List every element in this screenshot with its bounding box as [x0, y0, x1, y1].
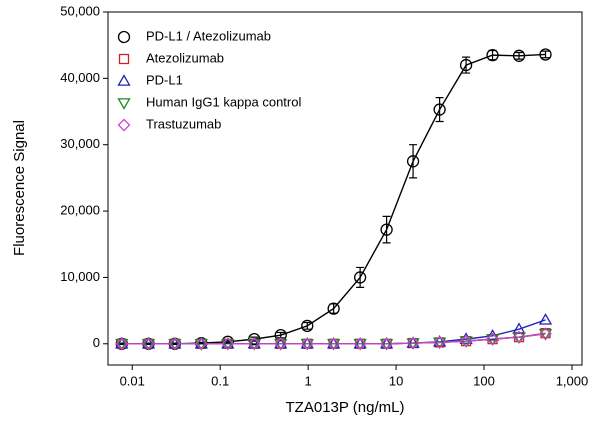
data-point [539, 327, 552, 341]
legend-label: PD-L1 [146, 72, 183, 87]
data-point [327, 338, 341, 351]
x-tick-label: 1 [305, 373, 312, 388]
y-tick-label: 30,000 [60, 136, 100, 151]
data-point [406, 336, 420, 350]
legend-label: PD-L1 / Atezolizumab [146, 28, 271, 43]
data-point [459, 334, 473, 348]
x-tick-label: 100 [473, 373, 495, 388]
data-point [379, 338, 394, 351]
data-point [194, 337, 208, 351]
legend-label: Trastuzumab [146, 116, 221, 131]
data-point [142, 337, 155, 351]
legend-marker [117, 118, 131, 132]
data-point [301, 319, 314, 333]
data-point [327, 302, 340, 315]
data-point [194, 338, 208, 351]
legend-label: Human IgG1 kappa control [146, 94, 301, 109]
data-point [274, 336, 288, 349]
data-point [379, 336, 394, 349]
y-tick-label: 50,000 [60, 3, 100, 18]
fit-line [121, 333, 546, 345]
data-point [221, 338, 235, 351]
data-point [380, 223, 393, 236]
data-point [406, 336, 420, 348]
legend-marker [117, 30, 131, 44]
data-point [539, 48, 552, 61]
y-tick-label: 0 [93, 335, 100, 350]
data-point [433, 103, 446, 116]
legend-marker [117, 98, 131, 110]
data-point [512, 332, 526, 344]
error-bar [541, 50, 550, 59]
data-point [168, 336, 182, 349]
data-point [221, 337, 235, 351]
data-point [300, 337, 314, 351]
data-point [168, 338, 182, 351]
y-tick-label: 10,000 [60, 269, 100, 284]
data-point [406, 338, 420, 350]
x-axis-label: TZA013P (ng/mL) [286, 399, 405, 416]
data-point [168, 337, 182, 351]
data-point [486, 332, 499, 346]
data-point [274, 338, 288, 351]
legend-marker [117, 74, 131, 86]
data-point [141, 336, 156, 349]
data-point [274, 337, 288, 351]
x-tick-label: 0.01 [120, 373, 145, 388]
error-bar [382, 215, 391, 244]
data-point [141, 338, 156, 351]
legend-marker [118, 53, 130, 65]
data-point [512, 330, 526, 344]
error-bar [356, 266, 365, 288]
data-point [353, 336, 367, 349]
data-point [353, 337, 367, 351]
data-point [380, 337, 394, 351]
data-point [433, 336, 447, 349]
data-point [327, 337, 341, 351]
error-bar [515, 51, 524, 60]
data-point [485, 334, 500, 346]
y-axis-label: Fluorescence Signal [11, 120, 28, 256]
data-point [221, 336, 235, 349]
plot-frame [107, 11, 583, 366]
error-bar [435, 96, 444, 123]
data-point [538, 313, 553, 325]
data-point [194, 336, 208, 349]
data-point [486, 48, 499, 62]
data-point [247, 337, 261, 351]
data-point [353, 338, 367, 351]
data-point [115, 336, 129, 349]
data-point [459, 58, 473, 72]
data-point [432, 334, 447, 347]
x-tick-label: 10 [389, 373, 403, 388]
data-point [247, 338, 261, 351]
data-point [115, 338, 129, 351]
y-tick-label: 20,000 [60, 202, 100, 217]
data-point [115, 337, 129, 351]
data-point [300, 338, 314, 351]
data-point [274, 328, 287, 342]
y-tick-label: 40,000 [60, 70, 100, 85]
data-point [512, 49, 526, 62]
data-point [406, 155, 420, 168]
data-point [327, 336, 341, 349]
legend-label: Atezolizumab [146, 50, 224, 65]
data-point [432, 337, 447, 350]
error-bar [409, 144, 418, 179]
data-point [353, 271, 367, 284]
data-point [247, 336, 261, 349]
x-tick-label: 0.1 [211, 373, 229, 388]
error-bar [303, 321, 312, 330]
data-point [300, 336, 314, 349]
x-tick-label: 1,000 [556, 373, 589, 388]
data-point [538, 329, 553, 341]
data-point [459, 336, 473, 348]
